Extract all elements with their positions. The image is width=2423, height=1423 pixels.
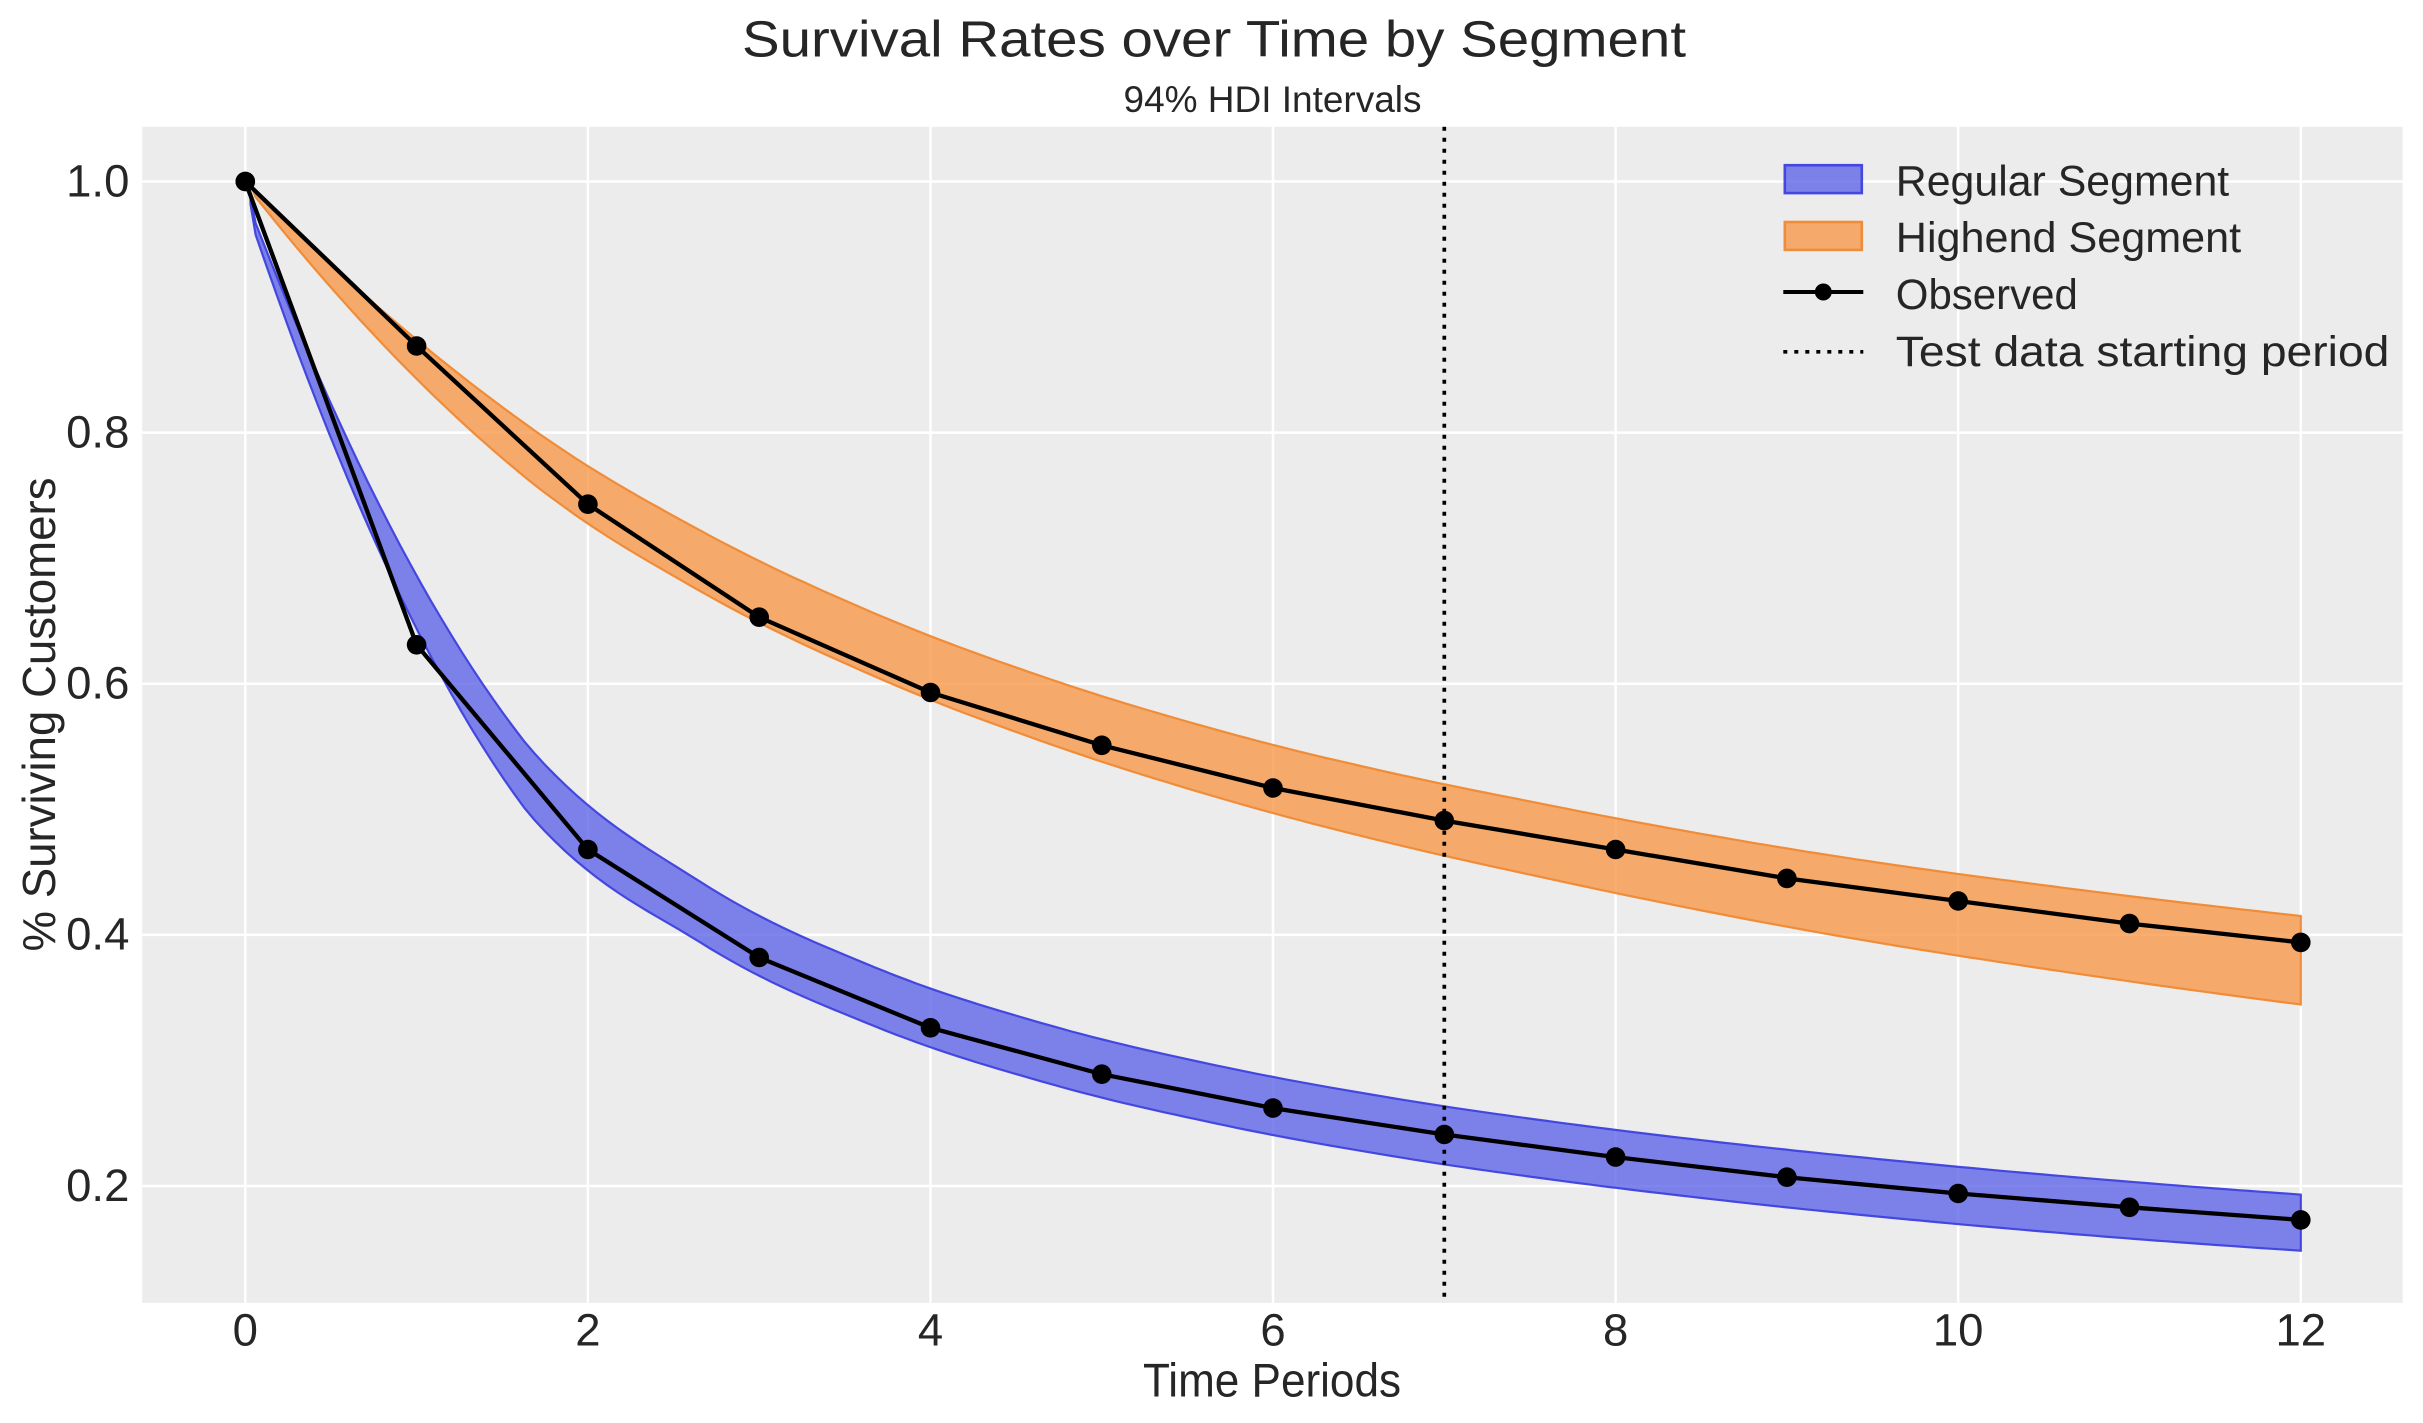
- svg-text:Time Periods: Time Periods: [1143, 1354, 1401, 1407]
- svg-text:0.8: 0.8: [66, 406, 129, 457]
- svg-text:1.0: 1.0: [66, 155, 129, 206]
- svg-text:10: 10: [1933, 1305, 1984, 1356]
- svg-text:Highend Segment: Highend Segment: [1896, 214, 2241, 262]
- svg-text:0.6: 0.6: [66, 658, 129, 709]
- svg-text:6: 6: [1260, 1305, 1285, 1356]
- svg-text:8: 8: [1603, 1305, 1628, 1356]
- svg-text:0.4: 0.4: [66, 909, 129, 960]
- svg-text:4: 4: [918, 1305, 943, 1356]
- svg-text:94% HDI Intervals: 94% HDI Intervals: [1124, 78, 1422, 120]
- svg-text:% Surviving Customers: % Surviving Customers: [13, 478, 65, 952]
- svg-text:2: 2: [575, 1305, 600, 1356]
- svg-text:Observed: Observed: [1896, 271, 2078, 319]
- svg-text:0: 0: [233, 1305, 258, 1356]
- svg-text:0.2: 0.2: [66, 1160, 129, 1211]
- svg-text:Survival Rates over Time by Se: Survival Rates over Time by Segment: [742, 11, 1686, 68]
- svg-text:12: 12: [2275, 1305, 2326, 1356]
- svg-text:Regular Segment: Regular Segment: [1896, 157, 2229, 205]
- svg-text:Test data starting period: Test data starting period: [1896, 328, 2390, 376]
